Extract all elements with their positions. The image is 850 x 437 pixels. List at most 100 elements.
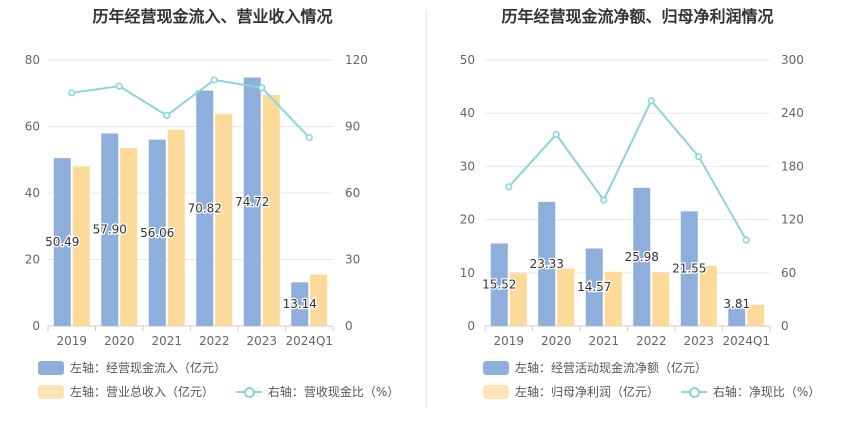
bar-data-label: 13.14 — [283, 297, 317, 311]
y-left-tick-label: 20 — [25, 253, 40, 267]
legend-label: 左轴：归母净利润（亿元） — [515, 385, 660, 399]
line-point — [600, 196, 608, 204]
line-point — [742, 236, 750, 244]
y-left-tick-label: 20 — [460, 213, 475, 227]
bar-data-label: 70.82 — [188, 201, 222, 215]
line-point — [163, 111, 171, 120]
line-point — [258, 84, 266, 92]
bar-secondary — [167, 129, 185, 326]
bar-primary — [101, 133, 119, 326]
x-tick-label: 2021 — [151, 334, 182, 348]
legend-item-cash-ratio[interactable]: 右轴：营收现金比（%） — [235, 383, 400, 400]
y-right-tick-label: 90 — [345, 120, 360, 134]
y-left-tick-label: 60 — [25, 120, 40, 134]
x-tick-label: 2020 — [104, 334, 135, 348]
line-point — [695, 153, 703, 161]
line-point — [115, 82, 123, 90]
y-left-tick-label: 80 — [25, 53, 40, 67]
legend-item-cash-inflow[interactable]: 左轴：经营现金流入（亿元） — [38, 359, 226, 376]
y-right-tick-label: 0 — [781, 319, 789, 333]
bar-primary — [728, 305, 746, 326]
y-left-tick-label: 0 — [467, 319, 475, 333]
bar-primary — [585, 248, 603, 326]
legend-item-net-cashflow[interactable]: 左轴：经营活动现金流净额（亿元） — [483, 359, 707, 376]
y-right-tick-label: 60 — [345, 186, 360, 200]
legend-item-revenue[interactable]: 左轴：营业总收入（亿元） — [38, 383, 214, 400]
bar-secondary — [604, 271, 622, 326]
line-point — [505, 183, 513, 191]
legend-row-right-1: 左轴：经营活动现金流净额（亿元） — [483, 359, 725, 378]
legend-swatch-line-icon — [680, 385, 707, 399]
y-right-tick-label: 120 — [781, 213, 804, 227]
bar-data-label: 74.72 — [235, 195, 269, 209]
y-left-tick-label: 50 — [460, 53, 475, 67]
chart-title-right: 历年经营现金流净额、归母净利润情况 — [501, 7, 774, 26]
line-point — [305, 133, 313, 142]
bar-primary — [243, 77, 261, 326]
bar-primary — [291, 282, 309, 326]
x-tick-label: 2019 — [56, 334, 87, 348]
bar-data-label: 14.57 — [577, 280, 611, 294]
chart-plot-right: 0 10 20 30 40 50 0 60 120 180 240 300 2019 2020 2021 20… — [460, 53, 804, 348]
bar-data-label: 3.81 — [723, 297, 750, 311]
legend-swatch-bar-orange — [483, 384, 509, 399]
legend-item-net-cash-ratio[interactable]: 右轴：净现比（%） — [680, 383, 821, 400]
legend-row-left-1: 左轴：经营现金流入（亿元） — [38, 359, 244, 378]
legend-item-net-profit[interactable]: 左轴：归母净利润（亿元） — [483, 383, 659, 400]
x-tick-label: 2022 — [636, 334, 667, 348]
bar-data-label: 56.06 — [140, 226, 174, 240]
y-right-tick-label: 60 — [781, 266, 796, 280]
y-right-tick-label: 0 — [345, 319, 353, 333]
y-right-tick-label: 120 — [345, 53, 368, 67]
y-left-tick-label: 40 — [25, 186, 40, 200]
bar-data-label: 15.52 — [482, 278, 516, 292]
x-tick-label: 2019 — [493, 334, 524, 348]
chart-title-left: 历年经营现金流入、营业收入情况 — [92, 7, 333, 26]
line-point — [552, 130, 560, 139]
bar-primary — [53, 158, 71, 326]
legend-row-left-2: 左轴：营业总收入（亿元） 右轴：营收现金比（%） — [38, 383, 417, 402]
bar-secondary — [557, 268, 575, 326]
x-tick-label: 2023 — [246, 334, 277, 348]
x-tick-label: 2022 — [199, 334, 230, 348]
y-right-tick-label: 240 — [781, 106, 804, 120]
legend-row-right-2: 左轴：归母净利润（亿元） 右轴：净现比（%） — [483, 383, 838, 402]
legend-swatch-bar-orange — [38, 384, 64, 399]
legend-label: 左轴：营业总收入（亿元） — [70, 385, 215, 399]
legend-label: 左轴：经营现金流入（亿元） — [70, 361, 227, 375]
bar-primary — [680, 211, 698, 326]
bar-primary — [490, 243, 508, 326]
y-left-tick-label: 10 — [460, 266, 475, 280]
bar-data-label: 23.33 — [530, 257, 564, 271]
line-point — [68, 89, 76, 97]
bar-primary — [538, 201, 556, 326]
legend-swatch-bar-blue — [38, 360, 64, 375]
line-point — [210, 76, 218, 84]
y-left-tick-label: 30 — [460, 159, 475, 173]
legend-swatch-bar-blue — [483, 360, 509, 375]
legend-label: 右轴：净现比（%） — [712, 385, 821, 399]
bar-secondary — [120, 148, 138, 326]
y-right-tick-label: 30 — [345, 253, 360, 267]
x-tick-label: 2023 — [683, 334, 714, 348]
legend-label: 右轴：营收现金比（%） — [267, 385, 400, 399]
bar-secondary — [262, 94, 280, 326]
line-point — [647, 97, 655, 105]
chart-panel-left: 历年经营现金流入、营业收入情况 0 20 40 60 80 0 30 60 90 120 2019 2… — [25, 7, 417, 402]
bar-primary — [148, 139, 166, 326]
x-tick-label: 2024Q1 — [285, 334, 333, 348]
bar-data-label: 57.90 — [93, 223, 127, 237]
bar-secondary — [652, 272, 670, 326]
series-line — [71, 78, 310, 139]
bar-secondary — [699, 265, 717, 326]
bar-primary — [633, 187, 651, 326]
x-tick-label: 2021 — [588, 334, 619, 348]
bar-data-label: 50.49 — [45, 235, 79, 249]
x-tick-label: 2024Q1 — [722, 334, 770, 348]
y-left-tick-label: 0 — [32, 319, 40, 333]
legend-label: 左轴：经营活动现金流净额（亿元） — [515, 361, 708, 375]
series-line — [508, 98, 748, 241]
y-right-tick-label: 180 — [781, 159, 804, 173]
x-tick-label: 2020 — [541, 334, 572, 348]
bar-primary — [196, 90, 214, 326]
